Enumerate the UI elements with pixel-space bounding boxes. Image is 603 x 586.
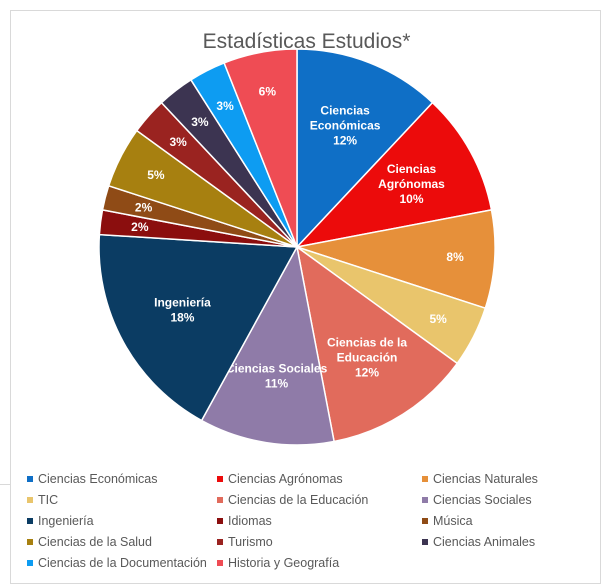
legend-item-9: Ciencias de la Salud — [27, 533, 217, 550]
legend-swatch — [27, 475, 33, 482]
chart-legend: Ciencias Económicas Ciencias Agrónomas Cie… — [27, 470, 597, 571]
legend-label: Idiomas — [228, 513, 272, 528]
pie-slice-2 — [296, 209, 496, 310]
legend-swatch — [422, 496, 428, 503]
pie-slice-0 — [296, 48, 434, 249]
legend-swatch — [217, 496, 223, 503]
pie-label-12: 3% — [216, 99, 234, 113]
legend-label: Música — [433, 513, 473, 528]
pie-label-5: Ciencias Sociales 11% — [226, 362, 328, 391]
pie-slice-1 — [294, 101, 493, 249]
legend-item-7: Idiomas — [217, 512, 422, 529]
pie-label-1: Ciencias Agrónomas 10% — [378, 162, 445, 206]
legend-label: TIC — [38, 492, 59, 507]
chart-frame: Estadísticas Estudios* Ciencias Económica… — [10, 10, 601, 584]
pie-label-0: Ciencias Económicas 12% — [310, 103, 381, 147]
legend-label: Ciencias Sociales — [433, 492, 532, 507]
legend-item-12: Ciencias de la Documentación — [27, 554, 217, 571]
pie-label-9: 5% — [147, 168, 165, 182]
pie-label-7: 2% — [131, 220, 149, 234]
legend-swatch — [217, 538, 223, 545]
pie-label-6: Ingeniería 18% — [154, 295, 211, 324]
pie-slice-13 — [223, 48, 298, 248]
pie-label-2: 8% — [446, 250, 464, 264]
legend-item-13: Historia y Geografía — [217, 554, 422, 571]
legend-swatch — [27, 517, 33, 524]
legend-label: Ingeniería — [38, 513, 94, 528]
legend-label: Historia y Geografía — [228, 555, 340, 570]
pie-label-8: 2% — [135, 201, 153, 215]
legend-label: Ciencias Naturales — [433, 471, 538, 486]
legend-swatch — [422, 538, 428, 545]
legend-item-2: Ciencias Naturales — [422, 470, 597, 487]
legend-label: Turismo — [228, 534, 273, 549]
chart-title: Estadísticas Estudios* — [202, 30, 411, 53]
legend-label: Ciencias Agrónomas — [228, 471, 343, 486]
pie-label-3: 5% — [429, 312, 447, 326]
legend-label: Ciencias Económicas — [38, 471, 158, 486]
legend-item-8: Música — [422, 512, 597, 529]
pie-label-13: 6% — [259, 84, 277, 98]
legend-swatch — [422, 475, 428, 482]
legend-swatch — [422, 517, 428, 524]
legend-swatch — [27, 559, 33, 566]
legend-swatch — [27, 538, 33, 545]
legend-swatch — [217, 475, 223, 482]
legend-item-0: Ciencias Económicas — [27, 470, 217, 487]
legend-item-6: Ingeniería — [27, 512, 217, 529]
legend-label: Ciencias de la Educación — [228, 492, 369, 507]
legend-item-4: Ciencias de la Educación — [217, 491, 422, 508]
legend-label: Ciencias Animales — [433, 534, 536, 549]
legend-swatch — [27, 496, 33, 503]
legend-label: Ciencias de la Documentación — [38, 555, 207, 570]
pie-chart: Ciencias Económicas 12% Ciencias Agrónomas 10… — [98, 48, 496, 446]
pie-label-10: 3% — [170, 135, 188, 149]
pie-slice-4 — [295, 245, 459, 443]
pie-label-11: 3% — [191, 115, 209, 129]
legend-item-5: Ciencias Sociales — [422, 491, 597, 508]
legend-item-1: Ciencias Agrónomas — [217, 470, 422, 487]
legend-swatch — [217, 517, 223, 524]
legend-label: Ciencias de la Salud — [38, 534, 152, 549]
pie-slice-6 — [98, 233, 299, 422]
pie-slice-5 — [200, 244, 335, 446]
legend-item-3: TIC — [27, 491, 217, 508]
legend-item-11: Ciencias Animales — [422, 533, 597, 550]
legend-item-10: Turismo — [217, 533, 422, 550]
legend-swatch — [217, 559, 223, 566]
pie-label-4: Ciencias de la Educación 12% — [327, 335, 407, 379]
divider — [0, 484, 11, 485]
